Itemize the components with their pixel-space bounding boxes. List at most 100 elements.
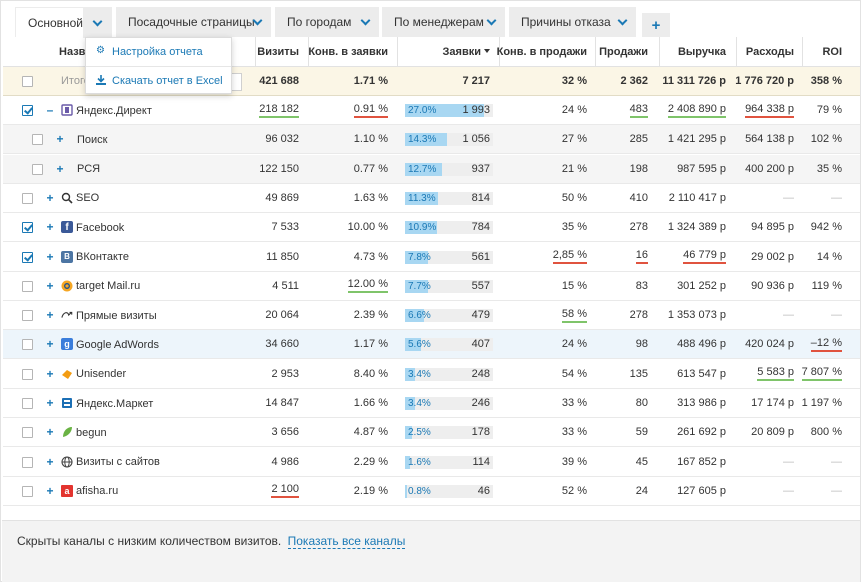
leads-share-percent: 7.7% <box>408 280 431 292</box>
channel-name[interactable]: Яндекс.Маркет <box>76 397 154 410</box>
row-checkbox[interactable] <box>22 427 33 439</box>
expand-row-button[interactable]: + <box>46 366 54 381</box>
channel-name[interactable]: target Mail.ru <box>76 280 141 293</box>
expand-row-button[interactable]: + <box>46 396 54 410</box>
cell-roi: 119 % <box>802 272 842 300</box>
cell-sales: 410 <box>595 184 648 212</box>
cell-conv-sales: 39 % <box>499 448 587 476</box>
visits-value: 2 100 <box>271 483 299 499</box>
cell-roi: — <box>802 184 842 212</box>
tab-main[interactable]: Основной <box>15 7 112 38</box>
expand-row-button[interactable]: + <box>46 249 54 264</box>
column-header-conv-sales[interactable]: Конв. в продажи <box>496 45 587 58</box>
cell-sales: 59 <box>595 418 648 446</box>
tab-landing-pages[interactable]: Посадочные страницы <box>116 7 271 37</box>
expand-row-button[interactable]: + <box>46 220 54 235</box>
menu-item-report-settings[interactable]: ⚙ Настройка отчета <box>86 38 231 66</box>
name-filter-box[interactable] <box>231 73 242 91</box>
table-row[interactable]: + Прямые визиты 20 064 2.39 % 58 % 278 1 353 0… <box>3 301 860 331</box>
expand-row-button[interactable]: + <box>46 425 54 440</box>
column-header-label: Заявки <box>442 45 481 58</box>
row-checkbox[interactable] <box>22 339 33 351</box>
menu-item-download-excel[interactable]: Скачать отчет в Excel <box>86 66 231 94</box>
row-checkbox[interactable] <box>22 192 33 204</box>
table-row[interactable]: + РСЯ 122 150 0.77 % 21 % 198 987 595 р 400 200… <box>3 154 860 184</box>
column-header-roi[interactable]: ROI <box>822 45 842 58</box>
channel-name[interactable]: begun <box>76 426 107 439</box>
channel-name[interactable]: Визиты с сайтов <box>76 456 160 469</box>
row-checkbox[interactable] <box>22 310 33 322</box>
channel-name[interactable]: Google AdWords <box>76 338 159 351</box>
chevron-down-icon[interactable] <box>83 8 111 38</box>
menu-item-label: Скачать отчет в Excel <box>112 74 223 87</box>
expand-row-button[interactable]: + <box>46 308 54 323</box>
select-all-checkbox[interactable] <box>22 76 33 87</box>
column-header-visits[interactable]: Визиты <box>257 45 299 58</box>
row-checkbox[interactable] <box>22 398 33 409</box>
visits-value: 2 953 <box>271 367 299 380</box>
row-checkbox[interactable] <box>22 280 33 292</box>
row-checkbox[interactable] <box>32 134 43 146</box>
row-checkbox[interactable] <box>22 368 33 380</box>
expand-row-button[interactable]: + <box>46 278 54 293</box>
column-header-conv-leads[interactable]: Конв. в заявки <box>308 45 388 58</box>
row-checkbox[interactable] <box>32 163 43 175</box>
total-visits: 421 688 <box>259 75 299 87</box>
chevron-down-icon[interactable] <box>243 7 271 37</box>
column-header-leads[interactable]: Заявки <box>397 37 490 66</box>
channel-name[interactable]: SEO <box>76 192 100 205</box>
add-tab-button[interactable]: + <box>642 13 670 37</box>
expand-row-button[interactable]: + <box>56 161 64 176</box>
cell-sales: 16 <box>595 243 648 271</box>
tab-rejection-reasons[interactable]: Причины отказа <box>509 7 636 37</box>
chevron-down-icon[interactable] <box>608 7 636 37</box>
table-row[interactable]: + Unisender 2 953 8.40 % 54 % 135 613 547 р 5 5… <box>3 360 860 389</box>
channel-name[interactable]: Яндекс.Директ <box>76 104 152 117</box>
column-header-name[interactable]: Назва <box>59 45 92 58</box>
column-header-sales[interactable]: Продажи <box>599 45 648 58</box>
channel-name[interactable]: Прямые визиты <box>76 309 157 322</box>
leads-share-bar: 3.4% 246 <box>405 397 493 410</box>
show-all-channels-link[interactable]: Показать все каналы <box>287 534 406 549</box>
channel-name[interactable]: Facebook <box>76 221 125 234</box>
table-row[interactable]: + Яндекс.Маркет 14 847 1.66 % 33 % 80 313 986 … <box>3 389 860 418</box>
expand-row-button[interactable]: + <box>46 337 54 352</box>
table-row[interactable]: + target Mail.ru 4 511 12.00 % 15 % 83 301 252… <box>3 272 860 301</box>
leads-share-fill <box>405 309 424 323</box>
chevron-down-icon[interactable] <box>351 7 379 37</box>
leads-share-bar: 14.3% 1 056 <box>405 133 493 147</box>
row-checkbox[interactable] <box>22 222 33 234</box>
column-header-costs[interactable]: Расходы <box>745 45 794 58</box>
table-row[interactable]: + begun 3 656 4.87 % 33 % 59 261 692 р 20 809 р… <box>3 418 860 448</box>
tab-managers[interactable]: По менеджерам <box>382 7 505 37</box>
expand-row-button[interactable]: + <box>46 483 54 498</box>
tab-cities[interactable]: По городам <box>275 7 379 37</box>
expand-row-button[interactable]: + <box>46 190 54 205</box>
channel-name[interactable]: Поиск <box>77 133 108 146</box>
row-checkbox[interactable] <box>22 456 33 468</box>
yandex-market-icon <box>61 397 73 409</box>
table-row[interactable]: + B ВКонтакте 11 850 4.73 % 2,85 % 16 46 779 р 2… <box>3 243 860 272</box>
channel-name[interactable]: ВКонтакте <box>76 251 129 263</box>
chevron-down-icon[interactable] <box>477 7 505 37</box>
table-row[interactable]: + f Facebook 7 533 10.00 % 35 % 278 1 324 389 р… <box>3 213 860 243</box>
column-header-revenue[interactable]: Выручка <box>677 45 726 58</box>
expand-row-button[interactable]: + <box>46 454 54 469</box>
revenue-value: 1 324 389 р <box>667 221 726 234</box>
channel-name[interactable]: РСЯ <box>77 163 101 176</box>
row-checkbox[interactable] <box>22 251 33 263</box>
table-row[interactable]: + g Google AdWords 34 660 1.17 % 24 % 98 488 49… <box>3 330 860 360</box>
collapse-row-button[interactable]: – <box>46 103 54 117</box>
table-row[interactable]: + Визиты с сайтов 4 986 2.29 % 39 % 45 167 852… <box>3 448 860 477</box>
table-row[interactable]: – Яндекс.Директ 218 182 0.91 % 24 % 483 2 408 … <box>3 96 860 125</box>
channel-name[interactable]: Unisender <box>76 368 127 381</box>
table-row[interactable]: + a afisha.ru 2 100 2.19 % 52 % 24 127 605 р — — 0… <box>3 477 860 506</box>
cell-conv-sales: 35 % <box>499 213 587 241</box>
table-row[interactable]: + Поиск 96 032 1.10 % 27 % 285 1 421 295 р 564 … <box>3 125 860 155</box>
row-checkbox[interactable] <box>22 105 33 116</box>
cell-costs: — <box>736 184 794 212</box>
expand-row-button[interactable]: + <box>56 132 64 147</box>
row-checkbox[interactable] <box>22 485 33 497</box>
table-row[interactable]: + SEO 49 869 1.63 % 50 % 410 2 110 417 р — — 11.3… <box>3 184 860 213</box>
channel-name[interactable]: afisha.ru <box>76 485 119 498</box>
